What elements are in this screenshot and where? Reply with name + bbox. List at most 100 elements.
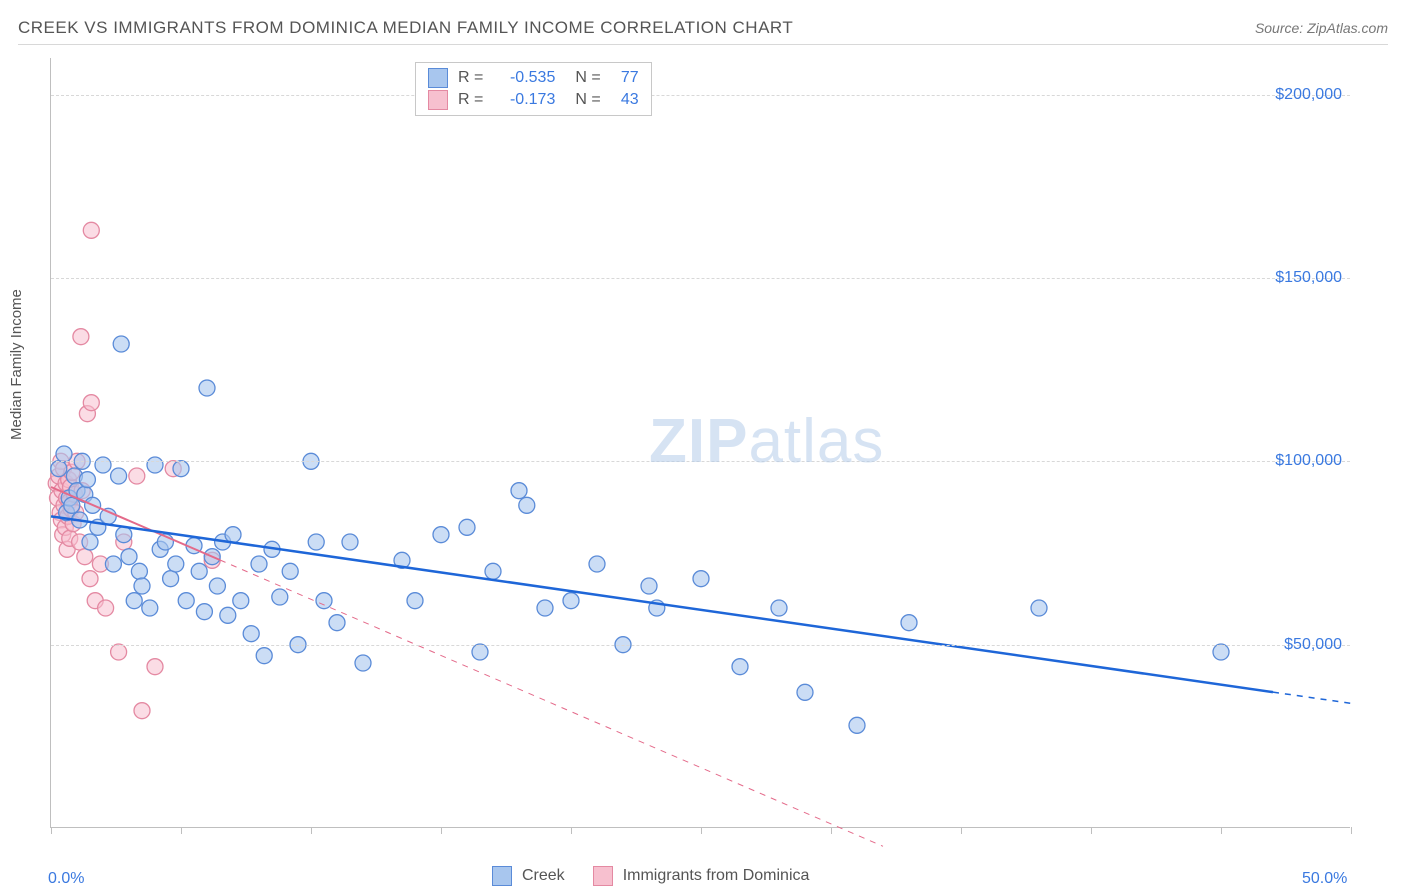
legend-r-value: -0.535 xyxy=(493,69,555,87)
data-point-pink xyxy=(98,600,114,616)
data-point-blue xyxy=(797,684,813,700)
x-tick xyxy=(181,827,182,834)
data-point-blue xyxy=(251,556,267,572)
data-point-blue xyxy=(178,593,194,609)
data-point-blue xyxy=(168,556,184,572)
data-point-blue xyxy=(537,600,553,616)
data-point-blue xyxy=(407,593,423,609)
data-point-blue xyxy=(329,615,345,631)
data-point-blue xyxy=(732,659,748,675)
data-point-blue xyxy=(693,571,709,587)
data-point-blue xyxy=(1031,600,1047,616)
data-point-blue xyxy=(342,534,358,550)
data-point-blue xyxy=(316,593,332,609)
data-point-blue xyxy=(355,655,371,671)
data-point-blue xyxy=(282,563,298,579)
data-point-blue xyxy=(233,593,249,609)
scatter-plot-svg xyxy=(51,58,1350,827)
source-label: Source: xyxy=(1255,20,1303,36)
data-point-blue xyxy=(111,468,127,484)
legend-label: Creek xyxy=(522,867,565,885)
x-tick xyxy=(571,827,572,834)
y-tick-label: $150,000 xyxy=(1275,269,1342,287)
data-point-blue xyxy=(485,563,501,579)
data-point-blue xyxy=(113,336,129,352)
data-point-blue xyxy=(147,457,163,473)
legend-n-label: N = xyxy=(575,91,600,109)
data-point-blue xyxy=(771,600,787,616)
data-point-blue xyxy=(134,578,150,594)
data-point-pink xyxy=(147,659,163,675)
legend-n-value: 77 xyxy=(611,69,639,87)
legend-swatch-blue xyxy=(428,68,448,88)
data-point-blue xyxy=(199,380,215,396)
data-point-blue xyxy=(142,600,158,616)
data-point-pink xyxy=(77,549,93,565)
data-point-blue xyxy=(131,563,147,579)
x-tick xyxy=(831,827,832,834)
series-legend: Creek Immigrants from Dominica xyxy=(492,866,827,886)
x-tick xyxy=(441,827,442,834)
data-point-blue xyxy=(511,483,527,499)
data-point-blue xyxy=(79,472,95,488)
source-name: ZipAtlas.com xyxy=(1307,20,1388,36)
x-tick-label: 50.0% xyxy=(1302,870,1347,888)
x-tick xyxy=(1351,827,1352,834)
data-point-blue xyxy=(272,589,288,605)
gridline-h xyxy=(51,461,1350,462)
data-point-pink xyxy=(73,329,89,345)
legend-r-label: R = xyxy=(458,91,483,109)
source-attribution: Source: ZipAtlas.com xyxy=(1255,20,1388,36)
data-point-blue xyxy=(308,534,324,550)
plot-area: $50,000$100,000$150,000$200,000ZIPatlasR… xyxy=(50,58,1350,828)
x-tick xyxy=(311,827,312,834)
data-point-blue xyxy=(1213,644,1229,660)
data-point-pink xyxy=(134,703,150,719)
data-point-pink xyxy=(111,644,127,660)
gridline-h xyxy=(51,95,1350,96)
trend-line-blue-dashed xyxy=(1273,692,1351,703)
data-point-blue xyxy=(191,563,207,579)
legend-r-label: R = xyxy=(458,69,483,87)
y-tick-label: $100,000 xyxy=(1275,452,1342,470)
gridline-h xyxy=(51,278,1350,279)
x-tick xyxy=(701,827,702,834)
legend-swatch-blue xyxy=(492,866,512,886)
x-tick xyxy=(961,827,962,834)
gridline-h xyxy=(51,645,1350,646)
data-point-blue xyxy=(56,446,72,462)
data-point-blue xyxy=(563,593,579,609)
data-point-blue xyxy=(173,461,189,477)
data-point-blue xyxy=(641,578,657,594)
data-point-blue xyxy=(209,578,225,594)
data-point-blue xyxy=(243,626,259,642)
data-point-blue xyxy=(116,527,132,543)
data-point-blue xyxy=(459,519,475,535)
data-point-blue xyxy=(472,644,488,660)
chart-header: CREEK VS IMMIGRANTS FROM DOMINICA MEDIAN… xyxy=(18,18,1388,45)
data-point-blue xyxy=(51,461,67,477)
legend-n-label: N = xyxy=(575,69,600,87)
data-point-blue xyxy=(220,607,236,623)
data-point-pink xyxy=(83,222,99,238)
data-point-blue xyxy=(196,604,212,620)
correlation-legend: R =-0.535N =77R =-0.173N =43 xyxy=(415,62,652,116)
data-point-blue xyxy=(95,457,111,473)
data-point-blue xyxy=(105,556,121,572)
data-point-blue xyxy=(163,571,179,587)
data-point-blue xyxy=(82,534,98,550)
y-tick-label: $200,000 xyxy=(1275,86,1342,104)
legend-row: R =-0.173N =43 xyxy=(428,89,639,111)
data-point-blue xyxy=(64,497,80,513)
legend-swatch-pink xyxy=(428,90,448,110)
data-point-blue xyxy=(519,497,535,513)
data-point-blue xyxy=(256,648,272,664)
data-point-blue xyxy=(901,615,917,631)
data-point-blue xyxy=(126,593,142,609)
y-tick-label: $50,000 xyxy=(1284,636,1342,654)
data-point-pink xyxy=(129,468,145,484)
data-point-blue xyxy=(433,527,449,543)
legend-n-value: 43 xyxy=(611,91,639,109)
legend-label: Immigrants from Dominica xyxy=(623,867,810,885)
x-tick xyxy=(51,827,52,834)
